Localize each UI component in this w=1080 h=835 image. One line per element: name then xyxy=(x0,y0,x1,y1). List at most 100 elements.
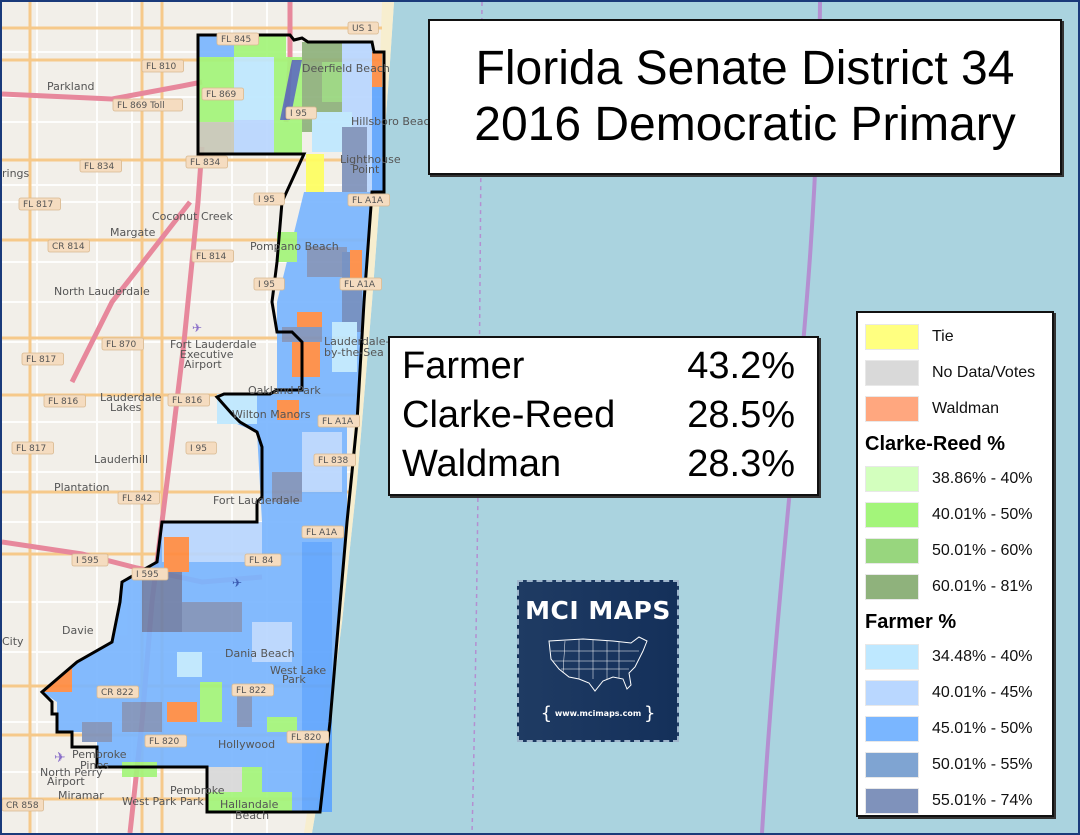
svg-text:FL 817: FL 817 xyxy=(23,200,53,210)
svg-text:FL 822: FL 822 xyxy=(236,686,266,696)
legend-swatch xyxy=(865,502,919,528)
title-line-2: 2016 Democratic Primary xyxy=(474,98,1016,151)
legend-label: Tie xyxy=(932,328,954,345)
road-shield: FL 817 xyxy=(18,197,61,211)
svg-text:FL A1A: FL A1A xyxy=(306,528,338,538)
road-shield: FL 84 xyxy=(244,553,282,567)
legend-swatch xyxy=(865,788,919,814)
svg-text:FL 820: FL 820 xyxy=(149,737,180,747)
place-label: Beach xyxy=(235,809,269,822)
map-title-box: Florida Senate District 34 2016 Democrat… xyxy=(428,19,1062,175)
place-label: Pines xyxy=(80,759,109,772)
road-shield: FL 834 xyxy=(185,155,228,169)
place-label: Lakes xyxy=(110,401,142,414)
svg-text:FL 817: FL 817 xyxy=(16,444,46,454)
legend-label: 38.86% - 40% xyxy=(932,470,1033,487)
district-outline xyxy=(39,33,386,814)
svg-text:I 95: I 95 xyxy=(190,444,207,454)
road-shield: FL 870 xyxy=(101,337,144,351)
legend-swatch xyxy=(865,716,919,742)
legend-label: 45.01% - 50% xyxy=(932,720,1033,737)
road-shield: FL 869 xyxy=(201,87,244,101)
svg-text:FL A1A: FL A1A xyxy=(352,196,384,206)
svg-text:I 595: I 595 xyxy=(136,570,159,580)
place-label: Hillsboro Beach xyxy=(351,115,436,128)
candidate-percent: 28.3% xyxy=(687,443,795,485)
legend-item-clarke-reed-1: 38.86% - 40% xyxy=(858,461,1052,497)
place-labels: Parkland Coconut Creek Margate rings North L… xyxy=(2,62,436,822)
svg-text:FL A1A: FL A1A xyxy=(344,280,376,290)
svg-text:FL 845: FL 845 xyxy=(221,35,251,45)
road-shield: FL 822 xyxy=(231,683,274,697)
place-label: North Lauderdale xyxy=(54,285,150,298)
road-shield: CR 822 xyxy=(96,685,139,699)
legend-swatch xyxy=(865,324,919,350)
svg-text:FL 869: FL 869 xyxy=(206,90,237,100)
candidate-percent: 28.5% xyxy=(687,394,795,436)
road-shield: CR 814 xyxy=(47,239,90,253)
road-shield: FL A1A xyxy=(347,193,390,207)
result-row-farmer: Farmer 43.2% xyxy=(390,342,817,391)
road-shield: I 95 xyxy=(285,106,317,120)
road-shield: FL 820 xyxy=(286,730,329,744)
logo-url: www.mcimaps.com xyxy=(554,709,642,718)
road-shield: FL 838 xyxy=(313,453,356,467)
legend-item-clarke-reed-4: 60.01% - 81% xyxy=(858,569,1052,605)
road-shield: FL 842 xyxy=(117,491,160,505)
legend-heading-clarke-reed: Clarke-Reed % xyxy=(865,433,1006,455)
place-label: Dania Beach xyxy=(225,647,295,660)
place-label: rings xyxy=(2,167,30,180)
svg-text:I 95: I 95 xyxy=(258,280,275,290)
legend-item-waldman: Waldman xyxy=(858,391,1052,427)
place-label: Plantation xyxy=(54,481,110,494)
svg-text:FL 869 Toll: FL 869 Toll xyxy=(117,101,165,111)
road-shield: FL 869 Toll xyxy=(112,98,183,112)
place-label: City xyxy=(2,635,24,648)
legend-label: 40.01% - 45% xyxy=(932,684,1033,701)
legend-label: 34.48% - 40% xyxy=(932,648,1033,665)
road-shield: I 95 xyxy=(185,441,217,455)
candidate-name: Farmer xyxy=(402,345,525,387)
svg-text:I 95: I 95 xyxy=(290,109,307,119)
place-label: Deerfield Beach xyxy=(302,62,390,75)
legend-swatch xyxy=(865,538,919,564)
road-shield: I 95 xyxy=(253,277,285,291)
place-label: Point xyxy=(352,163,380,176)
legend-label: 40.01% - 50% xyxy=(932,506,1033,523)
road-shield: US 1 xyxy=(347,21,379,35)
place-label: Davie xyxy=(62,624,94,637)
road-shield: I 595 xyxy=(131,567,169,581)
place-label: Pembroke xyxy=(170,784,225,797)
legend-swatch xyxy=(865,574,919,600)
airport-icon: ✈ xyxy=(192,321,202,335)
road-shield: FL 814 xyxy=(191,249,234,263)
district-precincts xyxy=(42,35,384,812)
place-label: Wilton Manors xyxy=(232,408,311,421)
road-shield: FL A1A xyxy=(339,277,382,291)
place-label: Coconut Creek xyxy=(152,210,233,223)
candidate-name: Waldman xyxy=(402,443,562,485)
legend-item-farmer-1: 34.48% - 40% xyxy=(858,639,1052,675)
legend-swatch xyxy=(865,680,919,706)
legend-item-farmer-3: 45.01% - 50% xyxy=(858,711,1052,747)
svg-text:CR 858: CR 858 xyxy=(6,801,39,811)
place-label: Pembroke xyxy=(72,748,127,761)
airport-icon: ✈ xyxy=(54,749,66,765)
legend-label: 50.01% - 60% xyxy=(932,542,1033,559)
place-label: Park xyxy=(180,795,204,808)
map-legend: Tie No Data/Votes Waldman Clarke-Reed % … xyxy=(856,311,1054,817)
svg-text:US 1: US 1 xyxy=(352,24,373,34)
place-label: Pompano Beach xyxy=(250,240,339,253)
result-row-clarke-reed: Clarke-Reed 28.5% xyxy=(390,391,817,440)
place-label: Lauderhill xyxy=(94,453,148,466)
svg-text:FL 816: FL 816 xyxy=(172,396,203,406)
airport-icon: ✈ xyxy=(232,576,242,590)
svg-text:FL 810: FL 810 xyxy=(146,62,177,72)
road-shield: FL 820 xyxy=(144,734,187,748)
svg-text:FL A1A: FL A1A xyxy=(322,417,354,427)
place-label: Lauderdale- xyxy=(324,335,389,348)
candidate-name: Clarke-Reed xyxy=(402,394,616,436)
svg-text:FL 814: FL 814 xyxy=(196,252,227,262)
